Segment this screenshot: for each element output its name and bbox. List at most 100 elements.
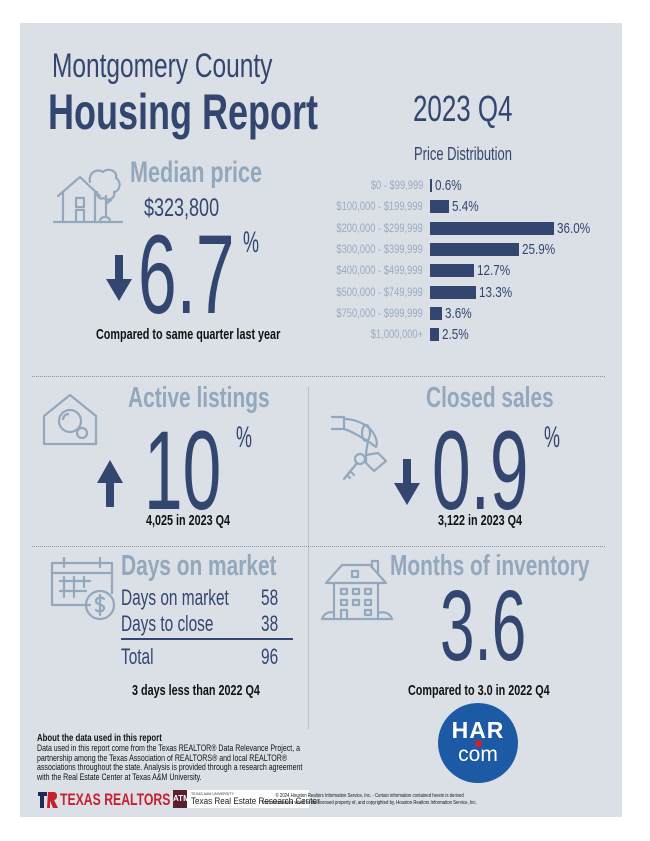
dom-row-label: Days on market	[121, 585, 229, 610]
about-line: partnership among the Texas Association …	[37, 752, 288, 764]
chart-category-label: $400,000 - $499,999	[336, 263, 423, 278]
report-period: 2023 Q4	[413, 88, 551, 130]
har-logo[interactable]: HAR com	[438, 703, 518, 783]
chart-bar	[430, 328, 439, 342]
chart-bars: 0.6% 5.4% 36.0% 25.9% 12.7% 13.3% 3.6% 2.5%	[430, 177, 610, 348]
active-listings-note-text: 4,025 in 2023 Q4	[146, 512, 231, 529]
median-price-change: 6.7	[138, 219, 294, 331]
chart-value-label: 5.4%	[451, 198, 479, 216]
page-title-text: Housing Report	[48, 84, 318, 140]
dom-row-value: 58	[260, 585, 278, 610]
about-text: Data used in this report come from the T…	[37, 744, 396, 782]
months-inventory-value-text: 3.6	[440, 570, 527, 682]
median-price-value: $323,800	[144, 194, 248, 223]
median-price-value-text: $323,800	[144, 194, 220, 222]
chart-value-label: 36.0%	[557, 219, 591, 237]
median-price-change-text: 6.7	[138, 212, 235, 337]
active-listings-title: Active listings	[128, 382, 325, 415]
section-divider	[32, 376, 605, 377]
report-card: Montgomery County Housing Report 2023 Q4…	[20, 23, 622, 817]
chart-bar	[430, 264, 474, 278]
active-listings-unit-text: %	[236, 421, 253, 454]
chart-category-label: $200,000 - $299,999	[336, 220, 423, 235]
chart-bar	[430, 242, 520, 256]
days-on-market-title-text: Days on market	[121, 550, 277, 582]
chart-value-label: 13.3%	[478, 283, 512, 301]
days-on-market-note-text: 3 days less than 2022 Q4	[132, 682, 260, 699]
total-rule	[121, 638, 293, 640]
copyright-line1: © 2024 Houston Realtors Information Serv…	[275, 793, 465, 799]
house-tree-icon	[52, 168, 124, 224]
dom-total-label: Total	[121, 644, 154, 669]
tamu-center-text: Texas Real Estate Research Center	[191, 796, 320, 806]
calendar-dollar-icon	[50, 556, 116, 621]
dom-total-row: Total 96	[121, 644, 291, 669]
chart-bar	[430, 200, 449, 214]
active-listings-change-text: 10	[144, 408, 222, 533]
dom-row-label: Days to close	[121, 611, 214, 636]
median-price-note-text: Compared to same quarter last year	[96, 326, 281, 343]
chart-category-label: $0 - $99,999	[370, 178, 423, 192]
about-line: with the Real Estate Center at Texas A&M…	[37, 771, 202, 783]
closed-sales-note: 3,122 in 2023 Q4	[438, 512, 555, 529]
page-title: Housing Report	[48, 83, 423, 141]
active-listings-change: 10	[144, 415, 269, 527]
arrow-down-icon	[394, 459, 420, 505]
tamu-logo[interactable]: ATM TEXAS A&M UNIVERSITY Texas Real Esta…	[173, 790, 320, 808]
chart-category-label: $500,000 - $749,999	[336, 284, 423, 299]
months-inventory-note: Compared to 3.0 in 2022 Q4	[408, 682, 605, 699]
about-heading-text: About the data used in this report	[37, 733, 162, 744]
tamu-small: TEXAS A&M UNIVERSITY	[191, 791, 239, 796]
closed-sales-change-text: 0.9	[432, 408, 529, 533]
chart-category-label: $300,000 - $399,999	[336, 241, 423, 256]
days-on-market-title: Days on market	[121, 550, 337, 583]
months-inventory-value: 3.6	[440, 576, 579, 676]
chart-category-labels: $0 - $99,999 $100,000 - $199,999 $200,000 …	[320, 178, 423, 348]
texas-realtors-mark-icon	[38, 792, 58, 808]
chart-bar	[430, 306, 443, 320]
dom-row-value: 38	[260, 611, 278, 636]
closed-sales-change: 0.9	[432, 415, 588, 527]
chart-value-label: 25.9%	[522, 240, 556, 258]
house-search-icon	[42, 393, 98, 446]
closed-sales-note-text: 3,122 in 2023 Q4	[438, 512, 523, 529]
arrow-down-icon	[106, 255, 132, 301]
texas-realtors-label: TEXAS REALTORS	[60, 790, 171, 809]
months-inventory-title: Months of inventory	[390, 550, 650, 583]
active-listings-title-text: Active listings	[128, 382, 270, 414]
hand-keys-icon	[330, 415, 388, 481]
median-price-unit: %	[243, 226, 270, 260]
building-icon	[320, 559, 394, 621]
tamu-mark-icon: ATM	[173, 790, 190, 808]
county-title-text: Montgomery County	[52, 47, 273, 85]
chart-category-label: $750,000 - $999,999	[336, 305, 423, 320]
tamu-small-text: TEXAS A&M UNIVERSITY	[191, 791, 235, 796]
har-logo-dot	[475, 740, 482, 747]
dom-row: Days to close 38	[121, 611, 291, 636]
column-divider	[308, 387, 309, 729]
chart-title: Price Distribution	[414, 144, 550, 165]
arrow-up-icon	[97, 460, 123, 507]
closed-sales-title: Closed sales	[426, 382, 603, 415]
about-line: Data used in this report come from the T…	[37, 743, 301, 754]
about-heading: About the data used in this report	[37, 733, 197, 744]
dom-total-value: 96	[260, 644, 278, 669]
texas-realtors-text: TEXAS REALTORS	[60, 790, 213, 810]
chart-bar	[430, 179, 433, 192]
closed-sales-unit: %	[544, 421, 571, 455]
copyright-line2: from information which is the licensed p…	[262, 800, 478, 806]
median-price-unit-text: %	[243, 226, 260, 259]
days-on-market-note: 3 days less than 2022 Q4	[132, 682, 310, 699]
chart-category-label: $100,000 - $199,999	[336, 199, 423, 214]
chart-category-label: $1,000,000+	[370, 327, 423, 342]
chart-bar	[430, 221, 554, 235]
median-price-note: Compared to same quarter last year	[96, 326, 352, 343]
section-divider	[32, 546, 605, 547]
county-title: Montgomery County	[52, 47, 358, 86]
har-logo-bottom: com	[458, 743, 498, 766]
chart-value-label: 12.7%	[476, 262, 510, 280]
active-listings-note: 4,025 in 2023 Q4	[146, 512, 263, 529]
median-price-title: Median price	[130, 156, 313, 190]
closed-sales-unit-text: %	[544, 421, 561, 454]
about-line: associations throughout the state. Analy…	[37, 762, 303, 773]
